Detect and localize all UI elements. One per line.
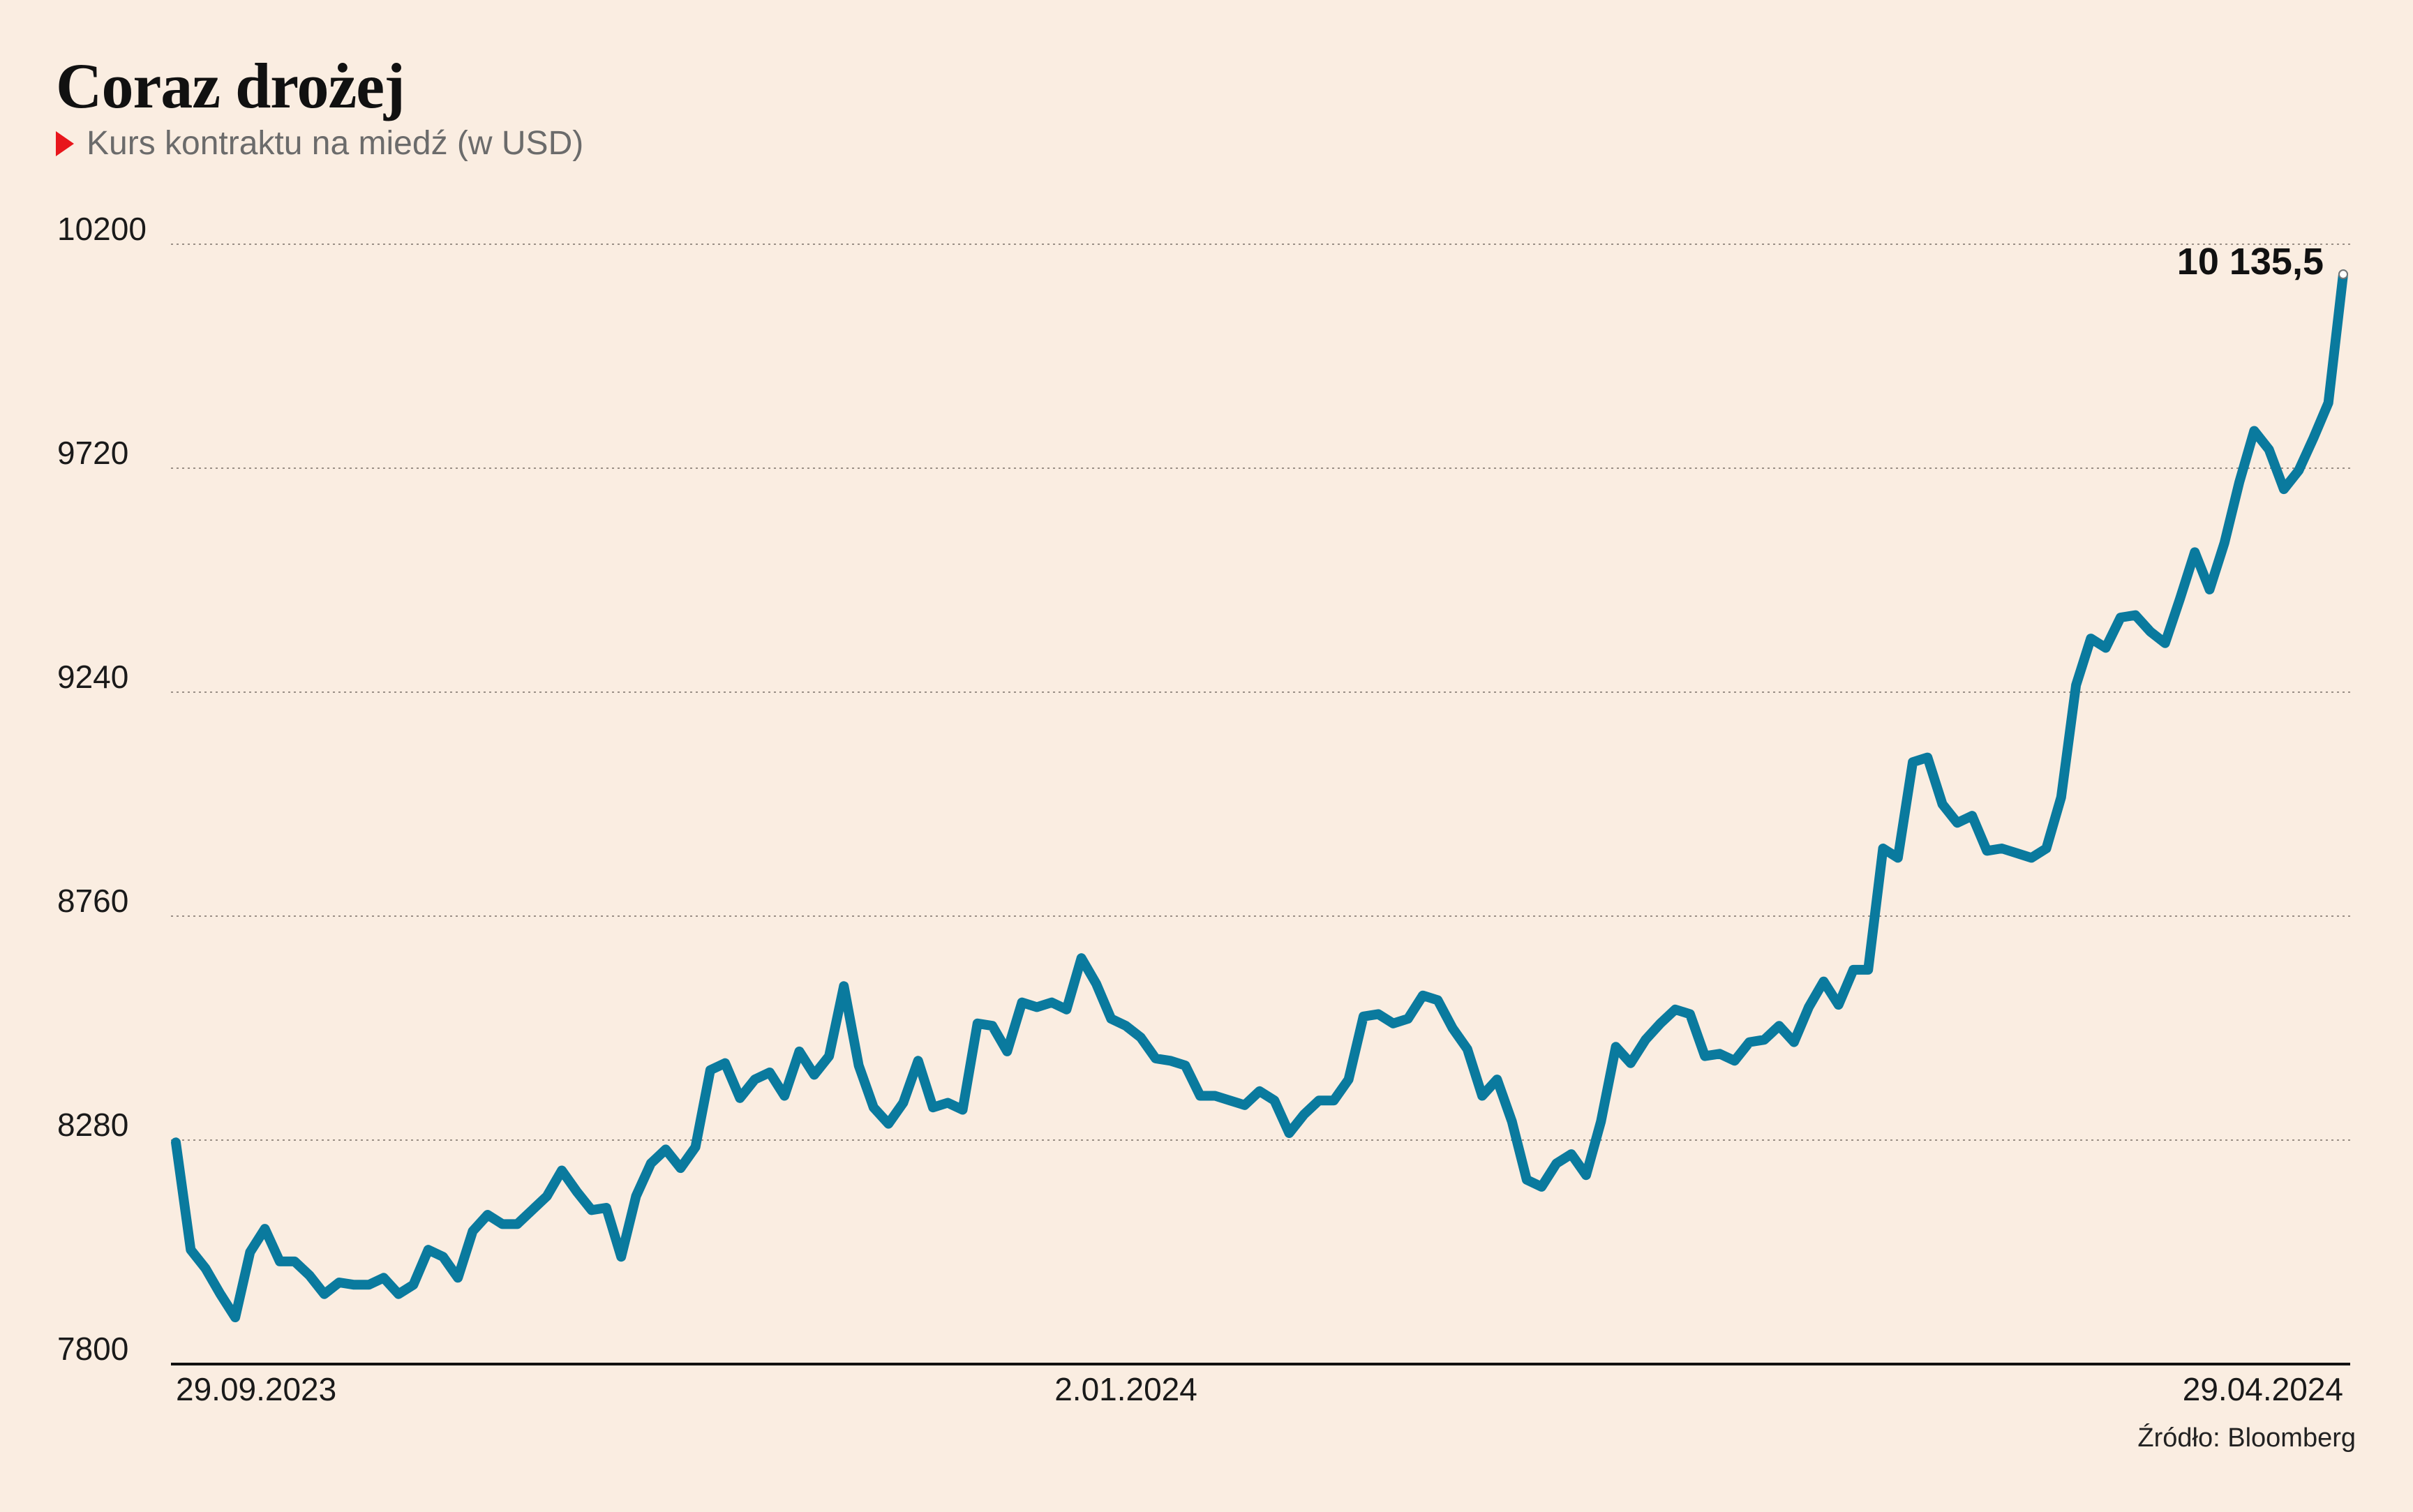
series-line (171, 269, 2348, 1323)
source-note: Źródło: Bloomberg (2137, 1423, 2356, 1453)
x-tick-label: 2.01.2024 (1054, 1371, 1197, 1407)
subtitle-text: Kurs kontraktu na miedź (w USD) (87, 125, 584, 162)
y-tick-label: 7800 (57, 1331, 128, 1367)
end-point-marker (2338, 269, 2348, 280)
y-tick-label: 9240 (57, 659, 128, 695)
triangle-marker-icon (56, 130, 74, 156)
y-tick-label: 10200 (57, 211, 147, 247)
y-tick-label: 8760 (57, 883, 128, 919)
y-tick-label: 8280 (57, 1107, 128, 1143)
end-value-label: 10 135,5 (2177, 241, 2324, 283)
chart-subtitle: Kurs kontraktu na miedź (w USD) (56, 124, 583, 163)
x-tick-label: 29.04.2024 (2183, 1371, 2343, 1407)
x-tick-label: 29.09.2023 (176, 1371, 336, 1407)
chart-title: Coraz drożej (56, 50, 405, 121)
y-tick-label: 9720 (57, 435, 128, 471)
